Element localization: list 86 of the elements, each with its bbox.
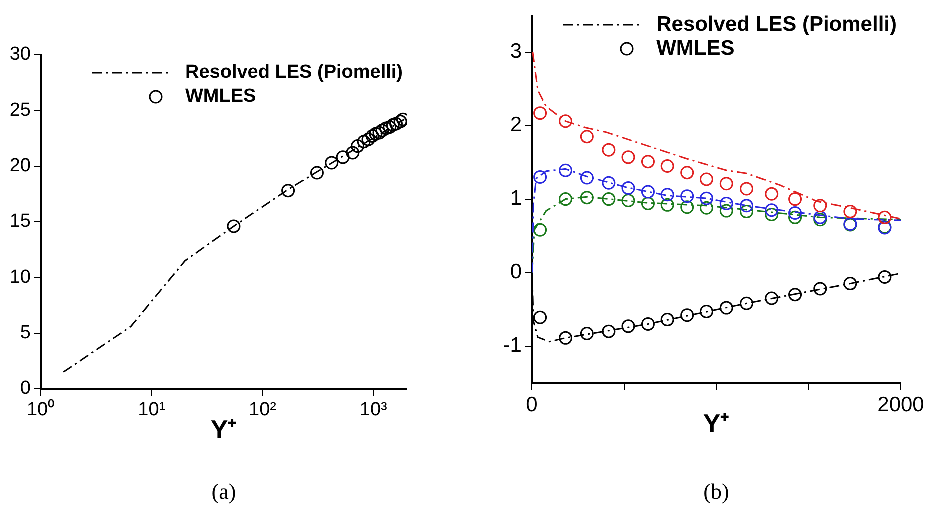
x-axis-title: Y⁺ [210,414,238,445]
point [788,210,802,224]
point [534,223,548,237]
y-tick-label: -1 [503,334,522,358]
y-tick-label: 2 [510,114,522,137]
point [765,208,779,222]
y-tick-label: 20 [10,156,31,177]
point [660,188,674,202]
x-axis-title: Y⁺ [703,408,730,439]
point [788,206,802,220]
point [720,301,734,315]
y-tick-label: 25 [10,100,31,121]
legend-label: Resolved LES (Piomelli) [656,13,897,37]
x-tick-label: 10² [249,400,276,421]
point [622,194,636,208]
point [814,210,828,224]
point [740,296,754,310]
x-tick-label: 0 [526,393,538,416]
point [720,177,734,191]
y-tick-label: 0 [20,378,31,400]
point [622,150,636,164]
point [814,282,828,296]
text: (b) [704,478,730,504]
y-tick-label: 1 [510,187,522,210]
point [878,210,892,224]
point [602,192,616,206]
point [844,277,858,291]
legend-label: WMLES [656,37,735,61]
point [641,317,655,331]
point [765,292,779,306]
x-tick-label: 10¹ [138,400,166,421]
text: (a) [212,478,236,504]
point [641,185,655,199]
y-tick-label: 15 [10,211,31,232]
point [559,164,573,178]
point [641,155,655,169]
point [788,288,802,302]
point [580,327,594,341]
point [680,190,694,204]
x-tick-label: 10³ [360,400,388,421]
point [720,204,734,218]
point [641,196,655,210]
x-tick-label: 2000 [878,393,924,416]
y-tick-label: 5 [20,322,31,344]
y-tick-label: 30 [10,44,31,66]
legend-label: Resolved LES (Piomelli) [186,62,403,84]
point [700,304,714,318]
point [788,192,802,206]
point [765,204,779,218]
point [534,106,548,120]
point [602,143,616,157]
point [660,198,674,212]
point [765,187,779,201]
point [878,270,892,284]
point [622,182,636,196]
point [602,176,616,190]
point [559,331,573,345]
point [700,172,714,186]
point [720,196,734,210]
point [814,199,828,213]
x-tick-label: 10⁰ [26,398,56,421]
point [700,192,714,206]
point [814,213,828,227]
point [534,170,548,184]
point [622,320,636,334]
point [844,205,858,219]
y-tick-label: 0 [510,260,522,284]
point [700,201,714,215]
point [680,308,694,322]
point [580,191,594,205]
point [740,199,754,213]
point [580,171,594,185]
y-tick-label: 3 [510,40,522,64]
point [680,200,694,214]
point [660,313,674,327]
point [534,310,548,324]
point [740,205,754,219]
point [580,130,594,144]
y-tick-label: 10 [10,266,31,288]
point [680,166,694,180]
point [559,192,573,206]
point [740,182,754,196]
point [660,159,674,173]
point [559,114,573,128]
point [602,324,616,338]
legend-label: WMLES [186,86,256,108]
